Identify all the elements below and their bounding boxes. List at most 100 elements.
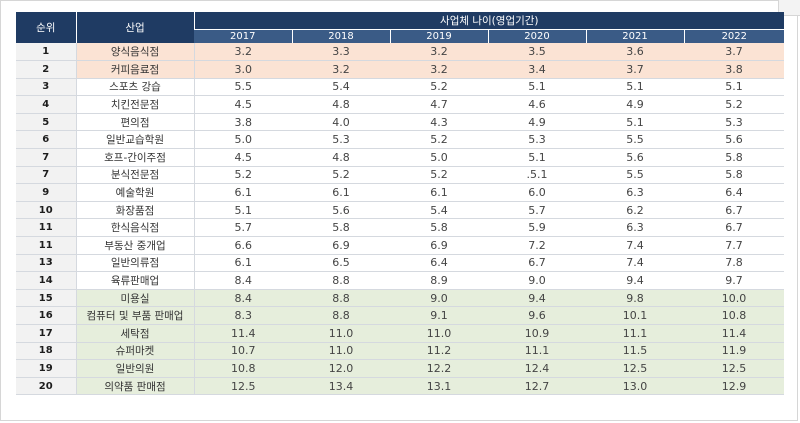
industry-cell: 육류판매업 [75,271,195,290]
value-cell: 10.8 [684,306,785,325]
value-cell: 3.2 [292,60,390,79]
value-cell: 5.6 [684,130,785,150]
table-row: 20 의약품 판매점 12.5 13.4 13.1 12.7 13.0 12.9 [16,377,785,396]
value-cell: 6.4 [390,254,488,273]
table-row: 18 슈퍼마켓 10.7 11.0 11.2 11.1 11.5 11.9 [16,342,785,361]
value-cell: 8.3 [194,306,292,325]
industry-cell: 컴퓨터 및 부품 판매업 [75,306,195,325]
value-cell: 5.4 [292,78,390,97]
table-row: 16 컴퓨터 및 부품 판매업 8.3 8.8 9.1 9.6 10.1 10.8 [16,306,785,325]
industry-cell: 분식전문점 [75,166,195,185]
industry-cell: 미용실 [75,289,195,308]
value-cell: 5.8 [684,166,785,185]
table-row: 11 한식음식점 5.7 5.8 5.8 5.9 6.3 6.7 [16,218,785,238]
table-row: 5 편의점 3.8 4.0 4.3 4.9 5.1 5.3 [16,113,785,132]
value-cell: 4.5 [194,148,292,167]
rank-cell: 5 [16,113,76,132]
table-row: 17 세탁점 11.4 11.0 11.0 10.9 11.1 11.4 [16,324,785,343]
rank-header: 순위 [16,12,76,43]
value-cell: 5.8 [684,148,785,167]
value-cell: 5.5 [586,130,684,150]
value-cell: 12.2 [390,359,488,378]
value-cell: 5.8 [292,218,390,238]
value-cell: 5.5 [194,78,292,97]
rank-cell: 10 [16,201,76,220]
value-cell: 6.4 [684,183,785,202]
value-cell: 5.1 [684,78,785,97]
value-cell: 5.8 [390,218,488,238]
table-row: 4 치킨전문점 4.5 4.8 4.7 4.6 4.9 5.2 [16,95,785,114]
value-cell: 5.2 [390,166,488,185]
value-cell: 7.4 [586,236,684,255]
year-header-row: 2017 2018 2019 2020 2021 2022 [16,29,785,43]
value-cell: 6.6 [194,236,292,255]
value-cell: 5.6 [292,201,390,220]
value-cell: 3.8 [194,113,292,132]
value-cell: 5.0 [390,148,488,167]
table-row: 7 호프-간이주점 4.5 4.8 5.0 5.1 5.6 5.8 [16,148,785,167]
value-cell: 13.1 [390,377,488,396]
table-row: 15 미용실 8.4 8.8 9.0 9.4 9.8 10.0 [16,289,785,308]
value-cell: 12.0 [292,359,390,378]
table-row: 7 분식전문점 5.2 5.2 5.2.5.1 5.5 5.8 [16,166,785,185]
rank-cell: 7 [16,166,76,185]
value-cell: 8.8 [292,289,390,308]
value-cell: 8.8 [292,306,390,325]
table-row: 2 커피음료점 3.0 3.2 3.2 3.4 3.7 3.8 [16,60,785,79]
value-cell: 8.8 [292,271,390,290]
value-cell: 6.3 [586,218,684,238]
table-row: 13 일반의류점 6.1 6.5 6.4 6.7 7.4 7.8 [16,254,785,273]
value-cell: 8.9 [390,271,488,290]
table-row: 14 육류판매업 8.4 8.8 8.9 9.0 9.4 9.7 [16,271,785,290]
industry-cell: 세탁점 [75,324,195,343]
year-header: 2020 [487,29,586,43]
value-cell: 7.7 [684,236,785,255]
industry-cell: 일반의원 [75,359,195,378]
value-cell: 5.1 [586,113,684,132]
business-age-table: 순위 산업 사업체 나이(영업기간) 2017 2018 2019 2020 2021 2… [16,12,785,396]
industry-cell: 편의점 [75,113,195,132]
rank-cell: 7 [16,148,76,167]
rank-cell: 1 [16,43,76,62]
value-cell: 13.4 [292,377,390,396]
value-cell: 9.8 [586,289,684,308]
group-header: 사업체 나이(영업기간) [193,12,785,30]
value-cell: 3.7 [586,60,684,79]
value-cell: 9.7 [684,271,785,290]
industry-cell: 커피음료점 [75,60,195,79]
value-cell: 11.1 [586,324,684,343]
value-cell: 7.8 [684,254,785,273]
value-cell: 5.4 [390,201,488,220]
value-cell: 9.1 [390,306,488,325]
table-row: 1 양식음식점 3.2 3.3 3.2 3.5 3.6 3.7 [16,43,785,62]
value-cell: 5.9 [488,218,586,238]
rank-cell: 14 [16,271,76,290]
value-cell: 11.2 [390,342,488,361]
value-cell: 4.3 [390,113,488,132]
value-cell: 11.4 [194,324,292,343]
value-cell: 11.4 [684,324,785,343]
table-row: 11 부동산 중개업 6.6 6.9 6.9 7.2 7.4 7.7 [16,236,785,255]
value-cell: 11.9 [684,342,785,361]
value-cell: 3.0 [194,60,292,79]
value-cell: 10.1 [586,306,684,325]
value-cell: 6.0 [488,183,586,202]
value-cell: 4.9 [488,113,586,132]
table-row: 10 화장품점 5.1 5.6 5.4 5.7 6.2 6.7 [16,201,785,220]
value-cell: 3.6 [586,43,684,62]
value-cell: 11.0 [292,342,390,361]
industry-header: 산업 [75,12,194,43]
value-cell: 6.1 [194,183,292,202]
value-cell: 10.8 [194,359,292,378]
value-cell: 4.7 [390,95,488,114]
industry-cell: 화장품점 [75,201,195,220]
rank-cell: 13 [16,254,76,273]
year-header: 2021 [585,29,684,43]
value-cell: 3.4 [488,60,586,79]
value-cell: 4.0 [292,113,390,132]
value-cell: 5.7 [488,201,586,220]
value-cell: 5.5 [586,166,684,185]
industry-cell: 일반의류점 [75,254,195,273]
value-cell: 9.4 [586,271,684,290]
value-cell: 5.7 [194,218,292,238]
